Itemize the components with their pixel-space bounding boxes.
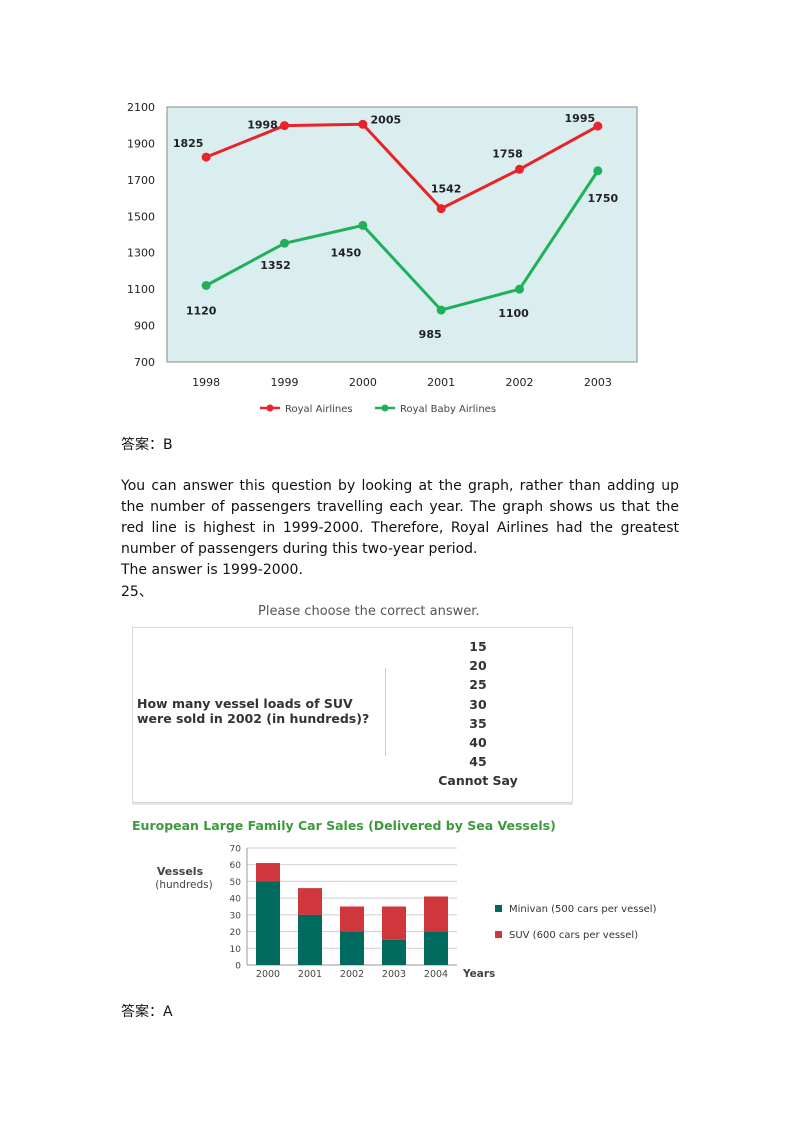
- data-point: [593, 166, 603, 176]
- explanation-text: You can answer this question by looking …: [121, 476, 679, 581]
- bar-segment: [256, 881, 280, 965]
- data-point: [358, 119, 368, 129]
- answer-label-1: 答案：B: [121, 437, 173, 453]
- legend-swatch: [495, 905, 502, 912]
- y-axis-unit: (hundreds): [155, 879, 213, 891]
- y-tick-label: 70: [230, 845, 242, 855]
- question-box: How many vessel loads of SUV were sold i…: [132, 627, 573, 803]
- bar-segment: [424, 931, 448, 965]
- answer-label-2: 答案：A: [121, 1004, 173, 1020]
- y-tick-label: 1100: [127, 283, 155, 296]
- x-tick-label: 1998: [192, 376, 220, 389]
- data-point: [280, 238, 289, 248]
- legend-marker: [266, 404, 274, 412]
- option-cannot-say[interactable]: Cannot Say: [438, 773, 518, 789]
- option-15[interactable]: 15: [469, 639, 487, 654]
- option-45[interactable]: 45: [469, 754, 487, 770]
- y-tick-label: 20: [230, 928, 242, 938]
- legend-label: SUV (600 cars per vessel): [509, 930, 638, 941]
- data-point: [201, 281, 211, 290]
- bar-segment: [340, 906, 364, 932]
- y-tick-label: 40: [230, 895, 242, 905]
- x-axis-label: Years: [462, 968, 495, 980]
- data-point: [515, 284, 524, 294]
- y-tick-label: 1900: [127, 137, 155, 150]
- legend-swatch: [495, 931, 502, 938]
- car-sales-stacked-bar-chart: 0 10 20 30 40 50 60 70 2000 2001 2002 2003 2004 Vesse…: [155, 845, 657, 981]
- x-tick-label: 1999: [271, 376, 299, 389]
- x-tick-label: 2001: [298, 969, 322, 980]
- data-label: 1542: [431, 183, 462, 196]
- data-label: 1825: [173, 137, 204, 150]
- bar-segment: [382, 939, 406, 965]
- airline-passengers-line-chart: 700 900 1100 1300 1500 1700 1900 2100 1998 1999 20…: [127, 101, 638, 415]
- x-tick-label: 2004: [424, 969, 448, 980]
- x-tick-label: 2002: [506, 376, 534, 389]
- bar-segment: [256, 863, 280, 882]
- x-tick-label: 2003: [382, 969, 406, 980]
- y-tick-label: 900: [134, 320, 155, 333]
- x-tick-label: 2001: [427, 376, 455, 389]
- y-tick-label: 1700: [127, 174, 155, 187]
- option-35[interactable]: 35: [469, 715, 487, 731]
- legend-label: Royal Airlines: [285, 404, 353, 415]
- data-label: 1758: [492, 147, 523, 160]
- explanation-conclusion: The answer is 1999-2000.: [121, 562, 303, 578]
- data-label: 1352: [260, 259, 291, 272]
- data-point: [201, 152, 211, 162]
- data-point: [358, 220, 368, 230]
- bar-segment: [340, 931, 364, 965]
- data-label: 1750: [588, 192, 619, 205]
- question-prompt: Please choose the correct answer.: [258, 604, 480, 619]
- bar-segment: [382, 906, 406, 940]
- bar-segment: [298, 888, 322, 915]
- data-point: [593, 121, 603, 131]
- data-label: 1995: [565, 112, 596, 125]
- data-point: [280, 121, 289, 131]
- y-axis-label: Vessels: [157, 865, 204, 878]
- x-tick-label: 2000: [256, 969, 280, 980]
- y-tick-label: 10: [230, 945, 242, 955]
- answer-options: 15 20 25 30 35 40 45 Cannot Say: [433, 637, 523, 791]
- question-text: How many vessel loads of SUV were sold i…: [137, 696, 370, 726]
- legend-label: Royal Baby Airlines: [400, 404, 496, 415]
- option-20[interactable]: 20: [469, 658, 487, 674]
- x-tick-label: 2000: [349, 376, 377, 389]
- y-tick-label: 30: [230, 911, 242, 921]
- x-tick-label: 2002: [340, 969, 364, 980]
- option-30[interactable]: 30: [469, 696, 487, 712]
- legend-marker: [381, 404, 389, 412]
- car-sales-chart-title: European Large Family Car Sales (Deliver…: [132, 818, 556, 833]
- data-point: [436, 204, 446, 214]
- y-tick-label: 1500: [127, 210, 155, 223]
- option-25[interactable]: 25: [469, 677, 487, 693]
- x-tick-label: 2003: [584, 376, 612, 389]
- y-tick-label: 60: [230, 861, 242, 871]
- data-label: 1100: [498, 307, 529, 320]
- data-point: [436, 305, 446, 315]
- explanation-paragraph: You can answer this question by looking …: [121, 478, 679, 557]
- question-divider: [385, 668, 386, 756]
- bar-segment: [298, 914, 322, 965]
- plot-area: [166, 106, 638, 363]
- y-tick-label: 1300: [127, 247, 155, 260]
- y-tick-label: 0: [235, 962, 241, 972]
- data-label: 1450: [331, 246, 362, 259]
- legend-label: Minivan (500 cars per vessel): [509, 904, 657, 915]
- y-tick-label: 2100: [127, 101, 155, 114]
- data-label: 2005: [371, 113, 402, 126]
- question-number: 25、: [121, 584, 153, 600]
- option-40[interactable]: 40: [469, 734, 487, 750]
- data-point: [515, 164, 524, 174]
- series-line-1: [205, 122, 599, 211]
- series-line-2: [205, 169, 600, 312]
- y-tick-label: 700: [134, 356, 155, 369]
- data-label: 1998: [247, 119, 278, 132]
- data-label: 1120: [186, 305, 217, 318]
- y-tick-label: 50: [230, 878, 242, 888]
- bar-segment: [424, 896, 448, 932]
- data-label: 985: [419, 328, 442, 341]
